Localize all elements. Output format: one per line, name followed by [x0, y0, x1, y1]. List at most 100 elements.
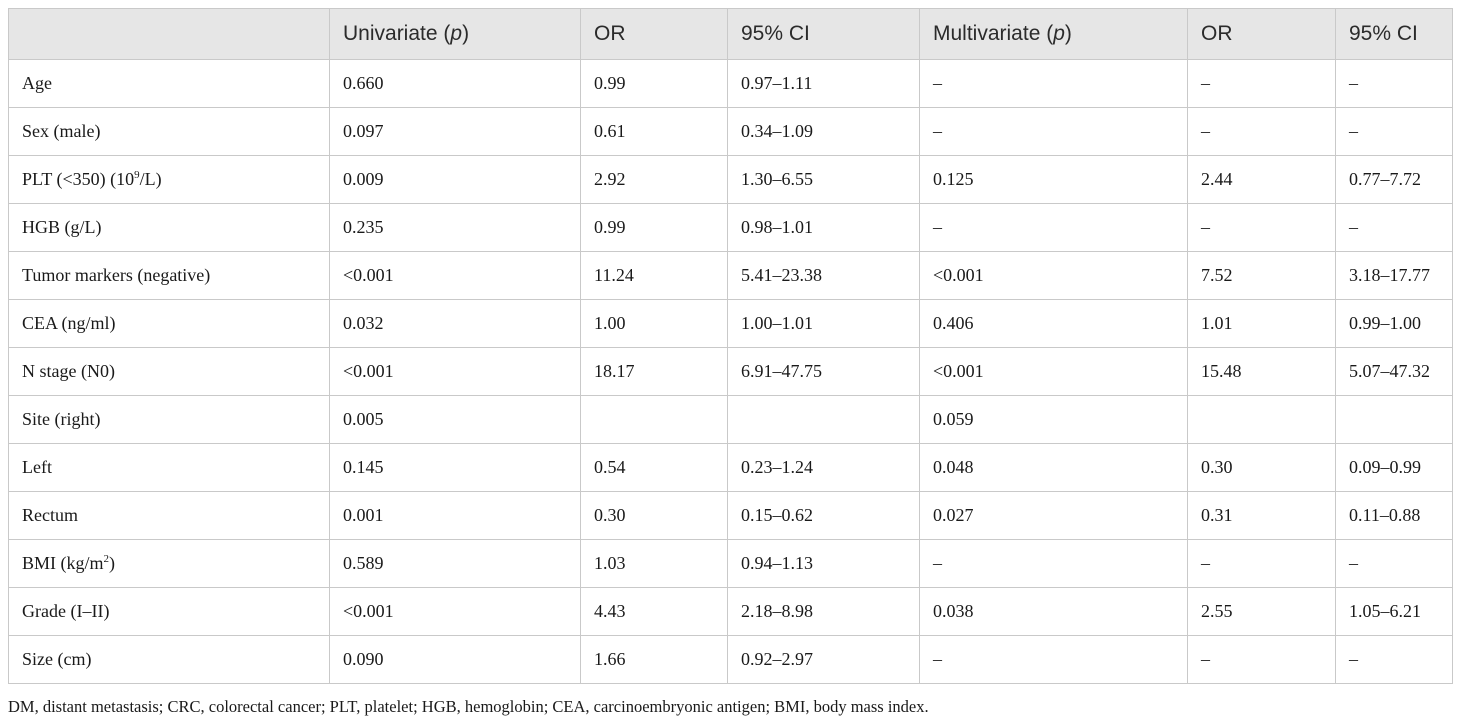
multivariate-p-cell: 0.125 — [919, 155, 1188, 204]
row-label: PLT (<350) (109/L) — [8, 155, 330, 204]
univariate-p-cell: 0.589 — [329, 539, 581, 588]
regression-table: Univariate (p) OR 95% CI Multivariate (p… — [8, 8, 1453, 684]
multivariate-p-cell: – — [919, 635, 1188, 684]
univariate-p-cell: 0.009 — [329, 155, 581, 204]
data-table-container: Univariate (p) OR 95% CI Multivariate (p… — [8, 8, 1453, 684]
ci-multi-cell: 1.05–6.21 — [1335, 587, 1453, 636]
or-multi-cell — [1187, 395, 1336, 444]
table-row: Age 0.660 0.99 0.97–1.11– – – — [8, 59, 1453, 108]
univariate-p-cell: 0.660 — [329, 59, 581, 108]
row-label: Tumor markers (negative) — [8, 251, 330, 300]
or-multi-cell: – — [1187, 203, 1336, 252]
header-ci-uni: 95% CI — [727, 8, 920, 60]
ci-multi-cell: 5.07–47.32 — [1335, 347, 1453, 396]
or-multi-cell: – — [1187, 635, 1336, 684]
table-row: Rectum 0.001 0.30 0.15–0.62 0.027 0.31 0.11–0.… — [8, 491, 1453, 540]
or-multi-cell: 2.55 — [1187, 587, 1336, 636]
table-row: Grade (I–II) <0.001 4.43 2.18–8.98 0.038 2.55… — [8, 587, 1453, 636]
table-row: HGB (g/L) 0.235 0.99 0.98–1.01– – – — [8, 203, 1453, 252]
header-variable — [8, 8, 330, 60]
univariate-p-cell: 0.090 — [329, 635, 581, 684]
row-label: Size (cm) — [8, 635, 330, 684]
or-multi-cell: – — [1187, 539, 1336, 588]
or-uni-cell: 0.99 — [580, 59, 728, 108]
row-label: CEA (ng/ml) — [8, 299, 330, 348]
or-uni-cell: 0.54 — [580, 443, 728, 492]
row-label: BMI (kg/m2) — [8, 539, 330, 588]
or-uni-cell: 2.92 — [580, 155, 728, 204]
or-uni-cell: 1.03 — [580, 539, 728, 588]
row-label: HGB (g/L) — [8, 203, 330, 252]
or-multi-cell: 15.48 — [1187, 347, 1336, 396]
univariate-p-cell: 0.032 — [329, 299, 581, 348]
header-or-multi: OR — [1187, 8, 1336, 60]
univariate-p-cell: 0.145 — [329, 443, 581, 492]
multivariate-p-cell: 0.048 — [919, 443, 1188, 492]
ci-uni-cell: 0.97–1.11 — [727, 59, 920, 108]
table-row: Tumor markers (negative) <0.001 11.24 5.41–… — [8, 251, 1453, 300]
table-row: Size (cm) 0.090 1.66 0.92–2.97– – – — [8, 635, 1453, 684]
ci-uni-cell: 0.94–1.13 — [727, 539, 920, 588]
or-uni-cell: 0.61 — [580, 107, 728, 156]
ci-uni-cell: 0.23–1.24 — [727, 443, 920, 492]
ci-uni-cell: 0.92–2.97 — [727, 635, 920, 684]
table-row: PLT (<350) (109/L) 0.009 2.92 1.30–6.55 0.12… — [8, 155, 1453, 204]
ci-uni-cell: 2.18–8.98 — [727, 587, 920, 636]
or-uni-cell — [580, 395, 728, 444]
or-uni-cell: 0.30 — [580, 491, 728, 540]
univariate-p-cell: <0.001 — [329, 587, 581, 636]
row-label: Age — [8, 59, 330, 108]
or-uni-cell: 1.66 — [580, 635, 728, 684]
row-label: Sex (male) — [8, 107, 330, 156]
ci-uni-cell: 1.30–6.55 — [727, 155, 920, 204]
or-multi-cell: 7.52 — [1187, 251, 1336, 300]
univariate-p-cell: 0.005 — [329, 395, 581, 444]
header-univariate-p: Univariate (p) — [329, 8, 581, 60]
ci-uni-cell: 1.00–1.01 — [727, 299, 920, 348]
ci-uni-cell: 5.41–23.38 — [727, 251, 920, 300]
ci-multi-cell: – — [1335, 635, 1453, 684]
table-row: N stage (N0) <0.001 18.17 6.91–47.75 <0.001 1… — [8, 347, 1453, 396]
univariate-p-cell: <0.001 — [329, 251, 581, 300]
multivariate-p-cell: – — [919, 539, 1188, 588]
ci-multi-cell: – — [1335, 539, 1453, 588]
table-row: BMI (kg/m2) 0.589 1.03 0.94–1.13– – – — [8, 539, 1453, 588]
header-or-uni: OR — [580, 8, 728, 60]
multivariate-p-cell: 0.038 — [919, 587, 1188, 636]
or-uni-cell: 18.17 — [580, 347, 728, 396]
ci-uni-cell: 0.34–1.09 — [727, 107, 920, 156]
row-label: N stage (N0) — [8, 347, 330, 396]
row-label: Rectum — [8, 491, 330, 540]
ci-multi-cell: 0.11–0.88 — [1335, 491, 1453, 540]
table-body: Age 0.660 0.99 0.97–1.11– – – Sex (male) 0.097 0… — [8, 59, 1453, 684]
multivariate-p-cell: 0.059 — [919, 395, 1188, 444]
multivariate-p-cell: – — [919, 203, 1188, 252]
or-multi-cell: 1.01 — [1187, 299, 1336, 348]
table-row: CEA (ng/ml) 0.032 1.00 1.00–1.01 0.406 1.01 0.… — [8, 299, 1453, 348]
ci-multi-cell: 0.99–1.00 — [1335, 299, 1453, 348]
or-multi-cell: – — [1187, 59, 1336, 108]
table-row: Left 0.145 0.54 0.23–1.24 0.048 0.30 0.09–0.99 — [8, 443, 1453, 492]
row-label: Left — [8, 443, 330, 492]
multivariate-p-cell: – — [919, 107, 1188, 156]
multivariate-p-cell: 0.027 — [919, 491, 1188, 540]
ci-multi-cell: 3.18–17.77 — [1335, 251, 1453, 300]
or-multi-cell: 0.31 — [1187, 491, 1336, 540]
ci-uni-cell: 6.91–47.75 — [727, 347, 920, 396]
ci-multi-cell: – — [1335, 107, 1453, 156]
multivariate-p-cell: <0.001 — [919, 251, 1188, 300]
multivariate-p-cell: 0.406 — [919, 299, 1188, 348]
or-uni-cell: 0.99 — [580, 203, 728, 252]
header-row: Univariate (p) OR 95% CI Multivariate (p… — [8, 8, 1453, 60]
header-ci-multi: 95% CI — [1335, 8, 1453, 60]
ci-multi-cell: 0.09–0.99 — [1335, 443, 1453, 492]
or-uni-cell: 4.43 — [580, 587, 728, 636]
or-multi-cell: 2.44 — [1187, 155, 1336, 204]
header-multivariate-p: Multivariate (p) — [919, 8, 1188, 60]
or-uni-cell: 1.00 — [580, 299, 728, 348]
ci-uni-cell: 0.15–0.62 — [727, 491, 920, 540]
multivariate-p-cell: <0.001 — [919, 347, 1188, 396]
row-label: Grade (I–II) — [8, 587, 330, 636]
univariate-p-cell: 0.235 — [329, 203, 581, 252]
or-multi-cell: 0.30 — [1187, 443, 1336, 492]
